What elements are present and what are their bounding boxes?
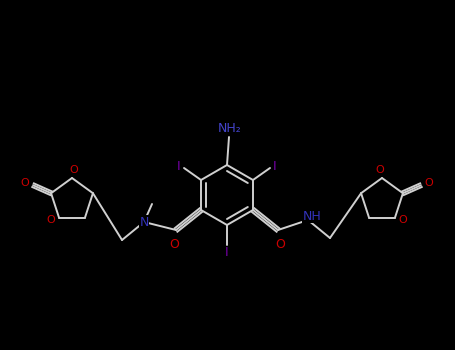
Text: O: O — [425, 178, 433, 188]
Text: N: N — [139, 216, 149, 229]
Text: NH₂: NH₂ — [218, 121, 242, 134]
Text: I: I — [225, 246, 229, 259]
Text: O: O — [275, 238, 285, 252]
Text: O: O — [399, 215, 407, 225]
Text: O: O — [376, 165, 384, 175]
Text: O: O — [70, 165, 78, 175]
Text: NH: NH — [303, 210, 321, 223]
Text: I: I — [273, 160, 277, 173]
Text: O: O — [169, 238, 179, 252]
Text: O: O — [20, 178, 30, 188]
Text: I: I — [177, 160, 181, 173]
Text: O: O — [47, 215, 56, 225]
